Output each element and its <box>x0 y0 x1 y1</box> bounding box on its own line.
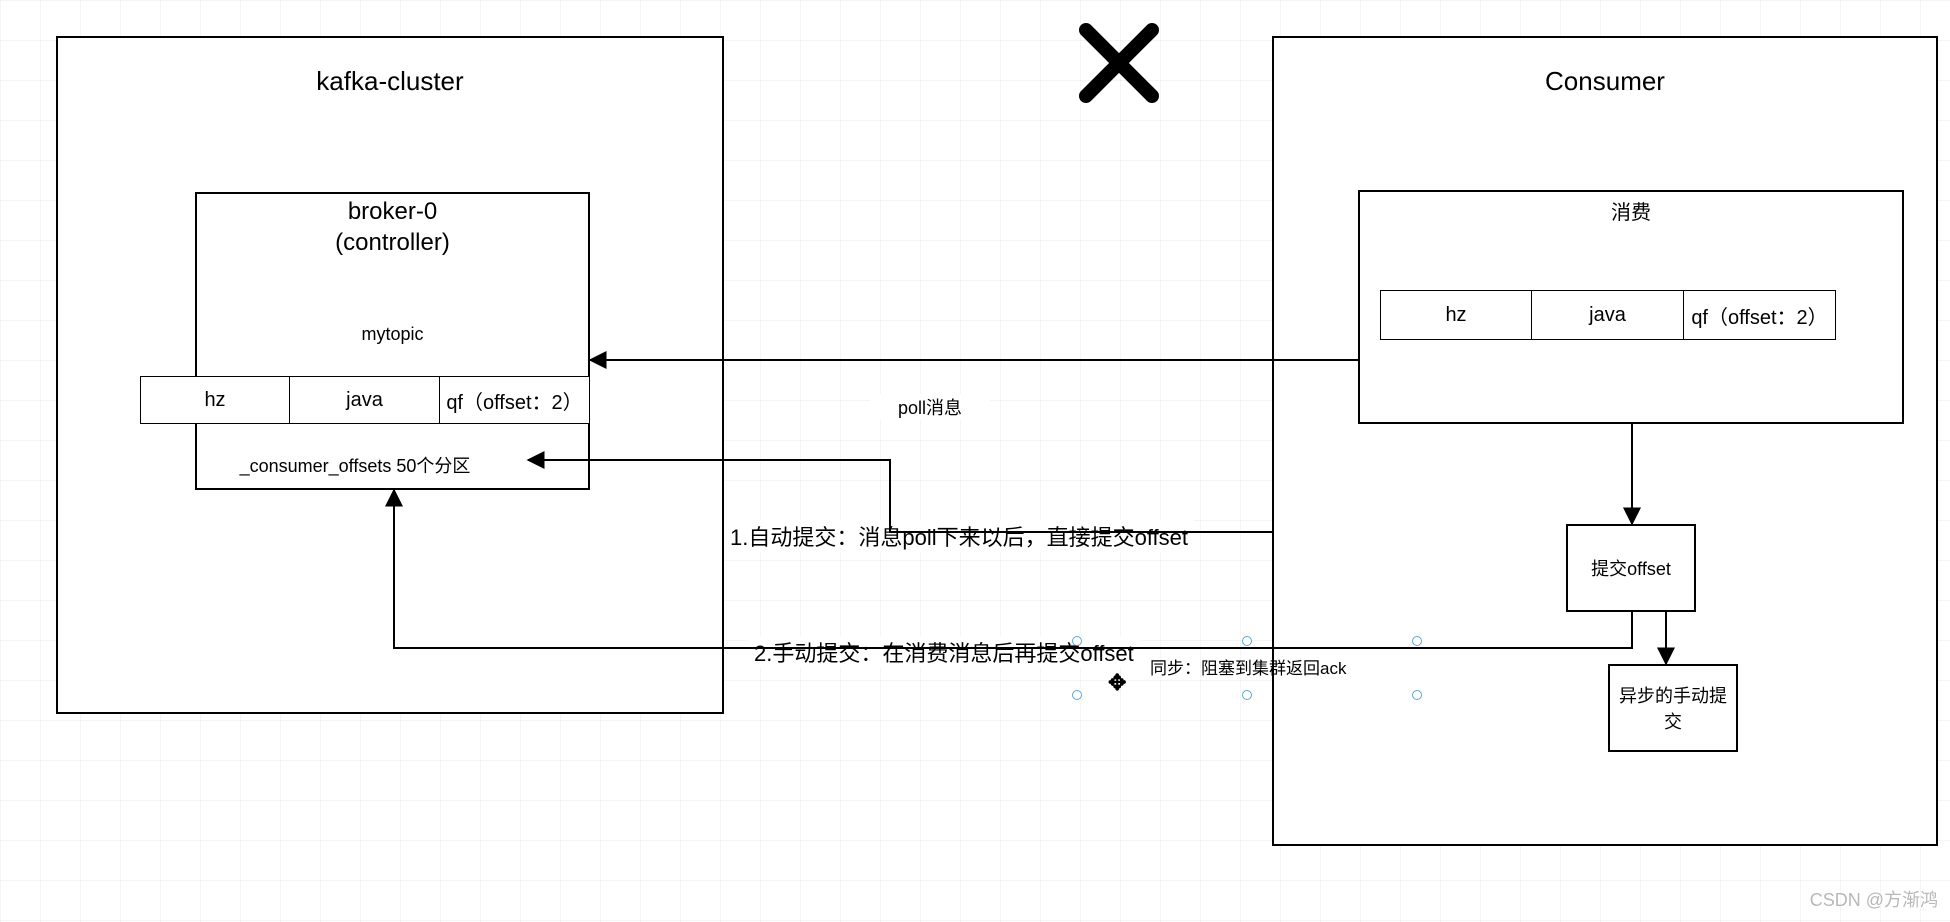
consume-cell-2[interactable]: qf（offset：2） <box>1684 290 1836 340</box>
watermark: CSDN @方渐鸿 <box>1810 886 1938 912</box>
mytopic-cell-1[interactable]: java <box>290 376 440 424</box>
selection-handle[interactable] <box>1242 690 1252 700</box>
consumer-title: Consumer <box>1272 66 1938 97</box>
selection-handle[interactable] <box>1412 636 1422 646</box>
selection-handle[interactable] <box>1072 690 1082 700</box>
selection-handle[interactable] <box>1412 690 1422 700</box>
selection-handle[interactable] <box>1072 636 1082 646</box>
selection-handle[interactable] <box>1242 636 1252 646</box>
sync-note-label[interactable]: 同步：阻塞到集群返回ack <box>1150 654 1346 679</box>
consume-panel-title: 消费 <box>1358 196 1904 225</box>
auto-commit-label: 1.自动提交：消息poll下来以后，直接提交offset <box>724 520 1194 552</box>
consumer-box[interactable] <box>1272 36 1938 846</box>
poll-label: poll消息 <box>870 394 990 420</box>
mytopic-cell-2[interactable]: qf（offset：2） <box>440 376 590 424</box>
async-manual-box[interactable]: 异步的手动提交 <box>1608 664 1738 752</box>
mytopic-cells: hz java qf（offset：2） <box>140 376 590 424</box>
commit-offset-box[interactable]: 提交offset <box>1566 524 1696 612</box>
consumer-offsets-label: _consumer_offsets 50个分区 <box>195 452 515 478</box>
kafka-cluster-title: kafka-cluster <box>56 66 724 97</box>
commit-offset-label: 提交offset <box>1591 555 1671 581</box>
broker-title-line1: broker-0 <box>348 198 437 225</box>
move-cursor-icon: ✥ <box>1108 670 1126 696</box>
consume-cells: hz java qf（offset：2） <box>1380 290 1836 340</box>
async-manual-label: 异步的手动提交 <box>1614 682 1732 734</box>
mytopic-cell-0[interactable]: hz <box>140 376 290 424</box>
consume-cell-1[interactable]: java <box>1532 290 1684 340</box>
mytopic-label: mytopic <box>195 324 590 345</box>
consume-cell-0[interactable]: hz <box>1380 290 1532 340</box>
broker-title-line2: (controller) <box>335 229 450 256</box>
broker-title: broker-0 (controller) <box>195 196 590 258</box>
